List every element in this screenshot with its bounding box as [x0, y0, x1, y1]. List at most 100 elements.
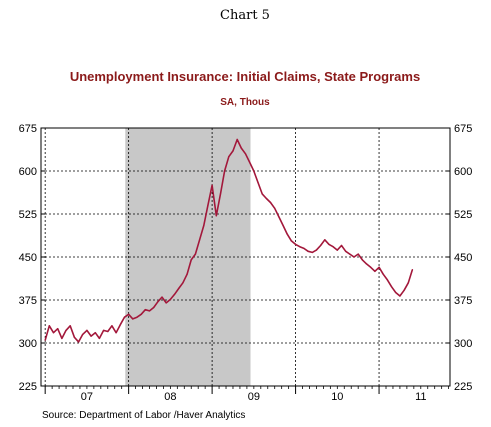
data-point [290, 240, 293, 242]
data-point [107, 330, 109, 333]
data-point [299, 246, 301, 248]
data-point [178, 287, 180, 290]
data-point [232, 150, 234, 152]
data-point [274, 207, 276, 209]
data-point [198, 239, 201, 241]
data-point [349, 253, 351, 255]
data-point [148, 310, 151, 312]
data-point [48, 325, 50, 327]
data-point [94, 332, 96, 334]
data-point [73, 336, 75, 338]
data-point [282, 224, 284, 227]
data-point [353, 256, 355, 258]
data-point [44, 339, 46, 341]
data-point [336, 249, 338, 251]
data-point [132, 318, 134, 320]
data-point [65, 329, 67, 331]
plot-area: 225 225 300 300 375 375 450 450 525 525 600 600 675 6… [19, 123, 473, 403]
data-point [328, 243, 330, 245]
data-point [365, 263, 368, 265]
y-tick-label-left: 675 [19, 123, 37, 135]
data-point [269, 201, 272, 204]
data-point [257, 181, 259, 184]
data-point [261, 193, 263, 195]
y-tick-label-right: 375 [454, 295, 472, 307]
data-point [278, 216, 280, 218]
x-tick-label: 07 [81, 391, 93, 403]
data-point [240, 147, 242, 149]
data-point [294, 243, 297, 245]
data-point [253, 170, 255, 172]
y-tick-label-right: 600 [454, 166, 472, 178]
y-tick-label-right: 450 [454, 252, 472, 264]
data-point [207, 204, 209, 206]
y-tick-label-left: 450 [19, 252, 37, 264]
data-point [98, 337, 101, 340]
y-tick-label-right: 300 [454, 338, 472, 350]
data-point [111, 325, 113, 327]
data-point [165, 302, 167, 304]
data-point [403, 289, 405, 291]
data-point [61, 337, 63, 340]
data-point [286, 233, 288, 235]
y-tick-label-left: 225 [19, 381, 37, 393]
data-point [186, 273, 188, 275]
data-point [157, 301, 159, 303]
data-point [103, 329, 105, 331]
data-point [119, 324, 121, 326]
data-point [340, 244, 343, 247]
chart-header: Chart 5 [220, 8, 270, 23]
data-point [169, 298, 171, 301]
data-point [215, 215, 217, 217]
data-point [324, 239, 326, 241]
data-point [307, 250, 309, 252]
data-point [173, 293, 176, 295]
data-point [378, 266, 380, 268]
x-tick-label: 08 [164, 391, 176, 403]
x-tick-label: 10 [331, 391, 343, 403]
x-tick-label: 09 [248, 391, 260, 403]
data-point [399, 295, 401, 297]
data-point [386, 279, 388, 281]
recession-band [125, 128, 251, 386]
data-point [361, 259, 363, 261]
data-point [144, 309, 146, 311]
y-tick-label-left: 375 [19, 295, 37, 307]
data-point [182, 282, 184, 284]
data-point [395, 291, 397, 294]
data-point [190, 259, 192, 261]
chart-subtitle: SA, Thous [220, 97, 270, 108]
data-point [69, 325, 71, 327]
x-tick-label: 11 [415, 391, 426, 403]
data-point [311, 251, 313, 254]
data-point [228, 156, 230, 158]
data-point [374, 270, 376, 272]
y-tick-label-left: 300 [19, 338, 37, 350]
data-point [357, 253, 359, 255]
data-point [77, 341, 80, 343]
data-point [303, 247, 305, 249]
data-point [82, 333, 84, 335]
data-point [115, 332, 117, 334]
y-tick-label-right: 675 [454, 123, 472, 135]
data-point [86, 329, 88, 331]
y-tick-label-right: 525 [454, 209, 472, 221]
data-point [153, 306, 155, 309]
data-point [57, 328, 59, 330]
data-point [411, 269, 414, 271]
data-point [211, 184, 213, 186]
data-point [90, 335, 92, 337]
chart-title: Unemployment Insurance: Initial Claims, … [70, 69, 420, 84]
data-point [407, 282, 409, 284]
chart-source: Source: Department of Labor /Haver Analy… [42, 410, 245, 421]
data-point [332, 246, 334, 248]
data-point [140, 313, 142, 315]
data-point [345, 250, 347, 252]
data-point [236, 138, 238, 141]
data-point [161, 296, 163, 298]
data-point [128, 313, 130, 315]
data-point [382, 273, 384, 275]
data-point [244, 153, 247, 155]
y-tick-label-left: 525 [19, 209, 37, 221]
